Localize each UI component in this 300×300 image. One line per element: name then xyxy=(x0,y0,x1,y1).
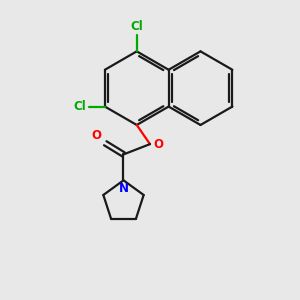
Text: O: O xyxy=(92,129,102,142)
Text: Cl: Cl xyxy=(74,100,87,113)
Text: N: N xyxy=(118,182,128,195)
Text: O: O xyxy=(154,139,164,152)
Text: Cl: Cl xyxy=(130,20,143,33)
